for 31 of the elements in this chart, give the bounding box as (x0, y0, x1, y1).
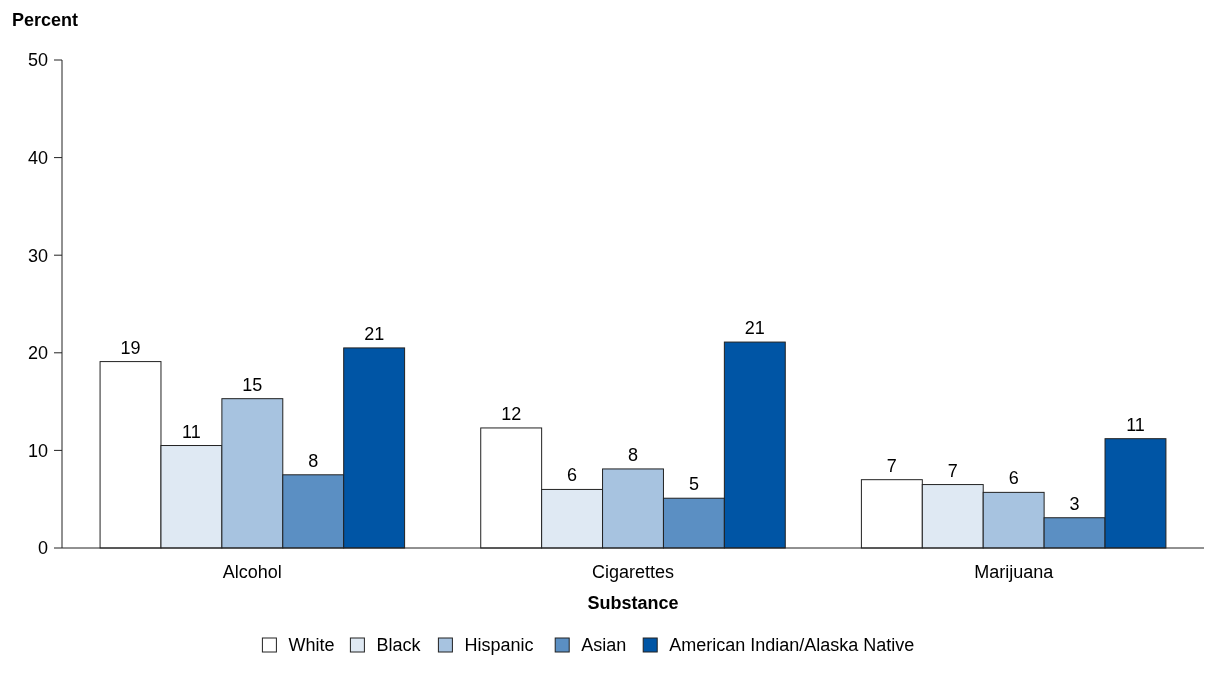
x-tick-label: Alcohol (222, 562, 282, 582)
legend-label: American Indian/Alaska Native (669, 635, 915, 656)
legend-label: Asian (581, 635, 627, 656)
data-label: 6 (1008, 468, 1019, 489)
data-label: 7 (947, 460, 958, 481)
data-label: 19 (120, 337, 141, 358)
x-axis-title: Substance (587, 593, 679, 613)
legend-label: Hispanic (464, 635, 534, 656)
data-label: 11 (182, 421, 201, 442)
data-label: 11 (1126, 414, 1145, 435)
data-label: 3 (1069, 493, 1080, 514)
y-tick-label: 40 (27, 147, 48, 168)
data-label: 15 (242, 374, 263, 395)
data-label: 6 (567, 465, 578, 486)
y-tick-label: 30 (27, 245, 48, 266)
y-axis-title: Percent (12, 10, 79, 30)
data-label: 21 (744, 318, 765, 339)
data-label: 5 (688, 474, 699, 495)
data-label: 7 (886, 455, 897, 476)
x-tick-label: Marijuana (974, 562, 1055, 582)
y-tick-label: 10 (27, 440, 48, 461)
x-tick-label: Cigarettes (591, 562, 675, 582)
data-label: 8 (627, 444, 639, 465)
legend-label: Black (376, 635, 422, 656)
y-tick-label: 0 (37, 538, 48, 559)
data-label: 8 (308, 450, 319, 471)
legend-label: White (288, 635, 335, 656)
y-tick-label: 50 (27, 50, 48, 71)
data-label: 12 (501, 403, 522, 424)
y-tick-label: 20 (27, 343, 48, 364)
data-label: 21 (364, 323, 385, 344)
